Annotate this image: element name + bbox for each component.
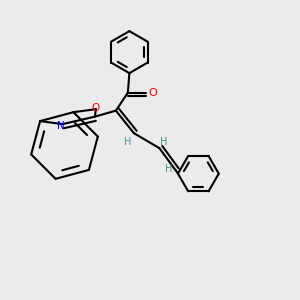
Text: H: H: [160, 137, 168, 147]
Text: N: N: [57, 121, 65, 130]
Text: O: O: [148, 88, 157, 98]
Text: O: O: [92, 103, 100, 113]
Text: H: H: [124, 136, 132, 146]
Text: H: H: [165, 164, 172, 174]
